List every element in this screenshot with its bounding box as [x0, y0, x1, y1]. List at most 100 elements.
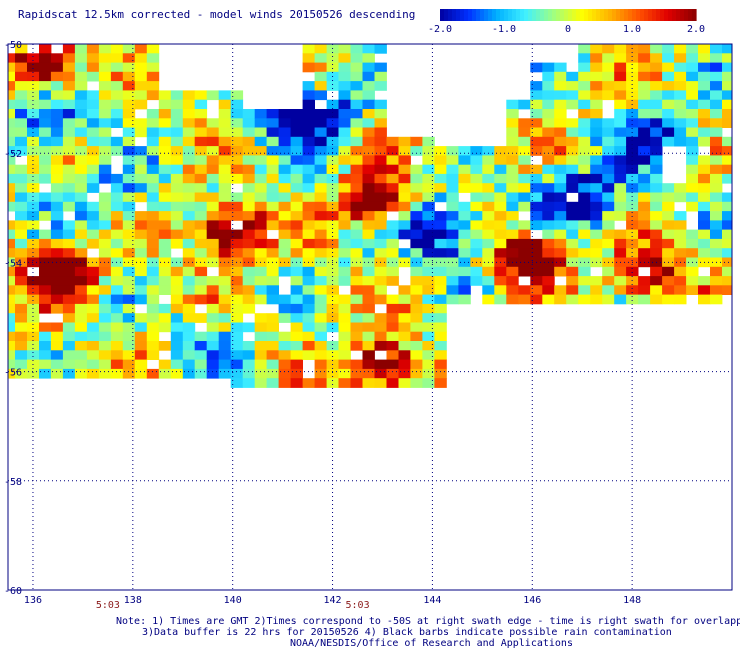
heatmap-cell: [710, 173, 723, 184]
heatmap-cell: [218, 183, 232, 193]
heatmap-cell: [662, 201, 675, 212]
heatmap-cell: [566, 99, 579, 110]
heatmap-cell: [194, 331, 208, 342]
heatmap-cell: [50, 257, 64, 268]
heatmap-cell: [50, 266, 64, 277]
heatmap-cell: [39, 146, 52, 156]
heatmap-cell: [410, 136, 423, 147]
heatmap-cell: [482, 229, 495, 240]
heatmap-cell: [314, 164, 327, 175]
heatmap-cell: [27, 192, 40, 203]
heatmap-cell: [230, 164, 244, 175]
heatmap-cell: [86, 44, 100, 54]
heatmap-cell: [446, 192, 459, 203]
heatmap-cell: [39, 81, 52, 91]
heatmap-cell: [494, 276, 507, 286]
heatmap-cell: [530, 238, 543, 249]
heatmap-cell: [86, 173, 100, 184]
heatmap-cell: [182, 276, 196, 286]
heatmap-cell: [662, 266, 675, 277]
heatmap-cell: [518, 238, 531, 249]
heatmap-cell: [230, 201, 244, 212]
heatmap-cell: [302, 276, 315, 286]
heatmap-cell: [74, 220, 88, 231]
heatmap-cell: [206, 313, 220, 323]
heatmap-cell: [206, 136, 220, 147]
heatmap-cell: [398, 173, 411, 184]
heatmap-cell: [422, 276, 435, 286]
heatmap-cell: [158, 155, 172, 166]
heatmap-cell: [410, 294, 423, 305]
heatmap-cell: [326, 248, 339, 258]
heatmap-cell: [302, 90, 315, 101]
heatmap-cell: [230, 303, 244, 314]
heatmap-cell: [290, 183, 303, 193]
heatmap-cell: [278, 331, 291, 342]
heatmap-cell: [542, 248, 555, 258]
heatmap-cell: [110, 331, 124, 342]
heatmap-cell: [410, 146, 423, 156]
heatmap-cell: [578, 118, 591, 128]
heatmap-cell: [506, 146, 519, 156]
heatmap-cell: [74, 155, 88, 166]
heatmap-cell: [542, 285, 555, 295]
heatmap-cell: [386, 220, 399, 231]
heatmap-cell: [242, 350, 256, 360]
heatmap-cell: [194, 192, 208, 203]
heatmap-cell: [530, 90, 543, 101]
heatmap-cell: [15, 136, 28, 147]
heatmap-cell: [410, 285, 423, 295]
heatmap-cell: [530, 248, 543, 258]
heatmap-cell: [15, 90, 28, 101]
heatmap-cell: [326, 118, 339, 128]
heatmap-cell: [62, 313, 76, 323]
heatmap-cell: [374, 173, 387, 184]
heatmap-cell: [170, 183, 184, 193]
heatmap-cell: [194, 90, 208, 101]
heatmap-cell: [650, 276, 663, 286]
heatmap-cell: [146, 322, 160, 333]
heatmap-cell: [170, 136, 184, 147]
heatmap-cell: [62, 257, 76, 268]
colorbar-segment: [464, 9, 469, 21]
heatmap-cell: [206, 359, 220, 370]
heatmap-cell: [39, 285, 52, 295]
heatmap-cell: [722, 211, 733, 221]
heatmap-cell: [254, 276, 268, 286]
heatmap-cell: [350, 90, 363, 101]
heatmap-cell: [62, 248, 76, 258]
heatmap-cell: [314, 155, 327, 166]
heatmap-cell: [15, 118, 28, 128]
heatmap-cell: [530, 127, 543, 138]
heatmap-cell: [590, 220, 603, 231]
colorbar-segment: [452, 9, 457, 21]
heatmap-cell: [254, 201, 268, 212]
heatmap-cell: [146, 146, 160, 156]
heatmap-cell: [62, 90, 76, 101]
heatmap-cell: [122, 81, 136, 91]
heatmap-cell: [566, 238, 579, 249]
heatmap-cell: [374, 359, 387, 370]
heatmap-cell: [314, 146, 327, 156]
heatmap-cell: [590, 62, 603, 73]
heatmap-cell: [170, 164, 184, 175]
heatmap-cell: [170, 359, 184, 370]
heatmap-cell: [302, 294, 315, 305]
heatmap-cell: [614, 44, 627, 54]
heatmap-cell: [242, 192, 256, 203]
heatmap-cell: [410, 368, 423, 379]
heatmap-cell: [578, 266, 591, 277]
heatmap-cell: [386, 368, 399, 379]
heatmap-cell: [266, 238, 279, 249]
heatmap-cell: [662, 238, 675, 249]
heatmap-cell: [422, 248, 435, 258]
heatmap-cell: [39, 294, 52, 305]
heatmap-cell: [602, 127, 615, 138]
heatmap-cell: [338, 127, 351, 138]
heatmap-cell: [410, 211, 423, 221]
heatmap-cell: [74, 303, 88, 314]
heatmap-cell: [422, 378, 435, 388]
heatmap-cell: [554, 146, 567, 156]
heatmap-cell: [278, 294, 291, 305]
heatmap-cell: [50, 155, 64, 166]
